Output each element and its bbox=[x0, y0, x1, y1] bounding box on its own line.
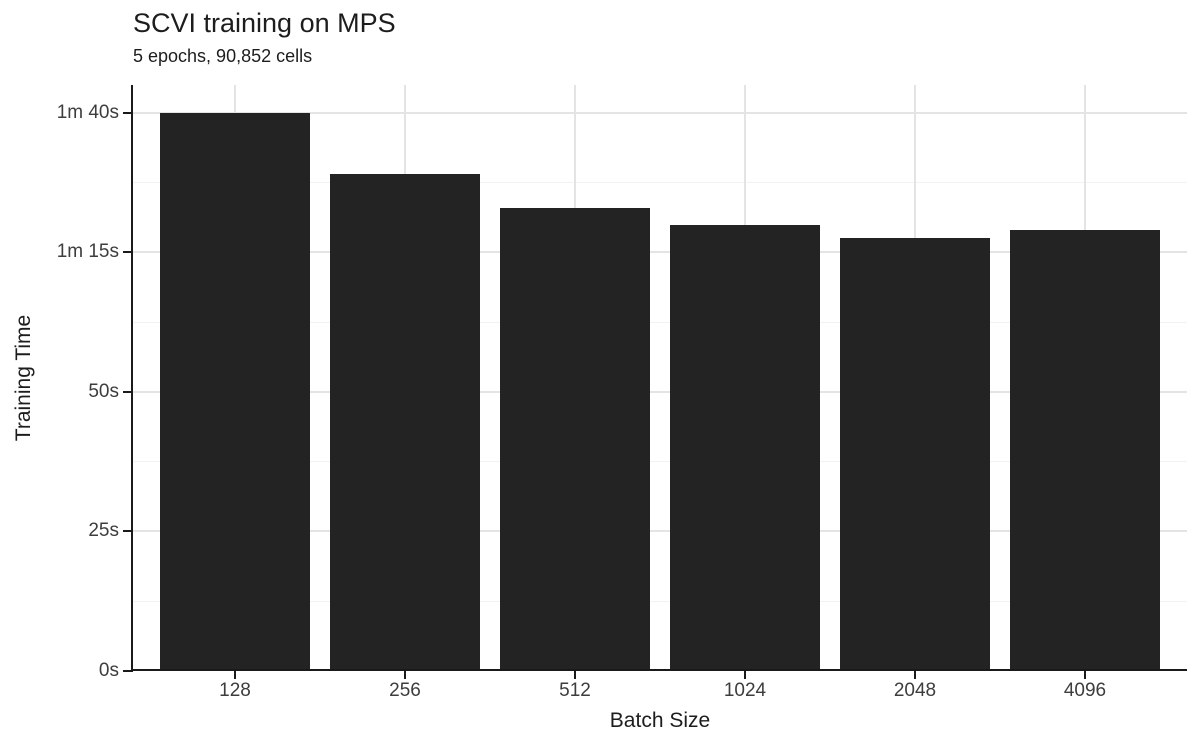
x-tick-mark bbox=[574, 671, 576, 679]
minor-gridline bbox=[133, 182, 1187, 184]
bar-1024 bbox=[670, 224, 820, 671]
x-tick-mark bbox=[234, 671, 236, 679]
x-tick-label: 256 bbox=[389, 680, 421, 701]
y-tick-label: 1m 40s bbox=[56, 101, 119, 123]
x-tick-label: 512 bbox=[559, 680, 591, 701]
x-tick-label: 128 bbox=[219, 680, 251, 701]
y-tick-mark bbox=[123, 251, 131, 254]
chart-subtitle: 5 epochs, 90,852 cells bbox=[133, 46, 313, 66]
minor-gridline bbox=[133, 321, 1187, 323]
x-tick-label: 4096 bbox=[1063, 680, 1107, 701]
x-tick-label: 1024 bbox=[723, 680, 767, 701]
y-axis-title: Training Time bbox=[12, 314, 35, 442]
bar-512 bbox=[500, 207, 650, 671]
minor-gridline bbox=[133, 461, 1187, 463]
y-tick-mark bbox=[123, 670, 131, 672]
major-gridline bbox=[133, 530, 1187, 533]
y-tick-label: 25s bbox=[88, 520, 119, 542]
x-tick-mark bbox=[744, 671, 746, 679]
major-gridline bbox=[133, 111, 1187, 114]
major-gridline bbox=[133, 390, 1187, 393]
bar-4096 bbox=[1010, 230, 1160, 671]
y-tick-mark bbox=[123, 390, 131, 393]
x-axis-line bbox=[131, 669, 1187, 671]
minor-gridline bbox=[133, 600, 1187, 602]
bar-2048 bbox=[840, 238, 990, 671]
y-tick-mark bbox=[123, 530, 131, 533]
y-tick-label: 1m 15s bbox=[56, 241, 119, 263]
major-gridline bbox=[133, 251, 1187, 254]
bar-256 bbox=[330, 174, 480, 671]
chart-title: SCVI training on MPS bbox=[133, 8, 396, 38]
x-tick-mark bbox=[404, 671, 406, 679]
x-tick-mark bbox=[914, 671, 916, 679]
x-tick-label: 2048 bbox=[893, 680, 937, 701]
bar-128 bbox=[160, 112, 310, 671]
y-axis-line bbox=[131, 85, 133, 672]
x-axis-title: Batch Size bbox=[609, 709, 711, 732]
y-tick-label: 50s bbox=[88, 380, 119, 402]
y-tick-mark bbox=[123, 111, 131, 114]
x-tick-mark bbox=[1084, 671, 1086, 679]
y-tick-label: 0s bbox=[98, 660, 119, 681]
